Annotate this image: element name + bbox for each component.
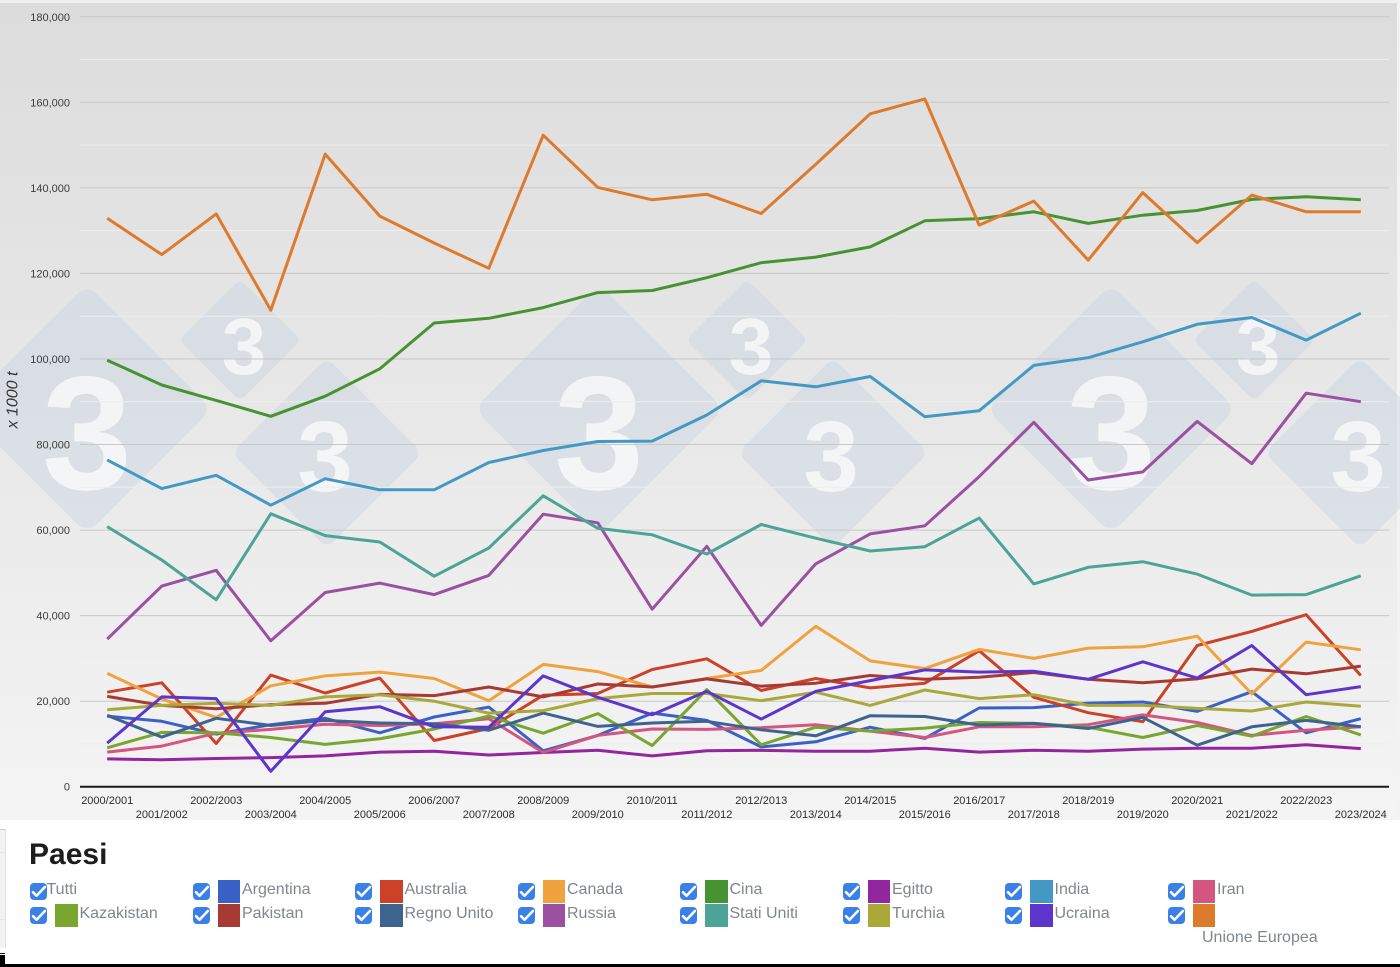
svg-text:2006/2007: 2006/2007 — [408, 795, 460, 807]
svg-text:3: 3 — [222, 302, 267, 391]
svg-text:0: 0 — [64, 782, 70, 794]
svg-text:140,000: 140,000 — [30, 183, 70, 195]
svg-text:2008/2009: 2008/2009 — [517, 795, 569, 807]
svg-text:3: 3 — [1236, 302, 1281, 391]
svg-text:160,000: 160,000 — [30, 97, 70, 109]
svg-text:2002/2003: 2002/2003 — [190, 795, 242, 807]
svg-text:100,000: 100,000 — [30, 354, 70, 366]
svg-text:3: 3 — [803, 401, 859, 513]
svg-text:2015/2016: 2015/2016 — [899, 809, 951, 821]
svg-text:2014/2015: 2014/2015 — [844, 795, 896, 807]
svg-text:2016/2017: 2016/2017 — [953, 795, 1005, 807]
svg-text:3: 3 — [554, 343, 644, 524]
svg-text:2010/2011: 2010/2011 — [627, 795, 678, 807]
svg-text:2001/2002: 2001/2002 — [136, 809, 188, 821]
svg-text:2005/2006: 2005/2006 — [354, 809, 406, 821]
svg-text:x 1000 t: x 1000 t — [5, 371, 22, 429]
svg-text:3: 3 — [1066, 343, 1156, 524]
svg-text:3: 3 — [729, 302, 774, 391]
svg-text:2017/2018: 2017/2018 — [1008, 809, 1060, 821]
svg-text:2023/2024: 2023/2024 — [1335, 809, 1387, 821]
svg-text:2018/2019: 2018/2019 — [1062, 795, 1114, 807]
svg-text:40,000: 40,000 — [36, 611, 70, 623]
svg-text:2022/2023: 2022/2023 — [1280, 795, 1332, 807]
svg-text:2004/2005: 2004/2005 — [299, 795, 351, 807]
svg-text:20,000: 20,000 — [36, 696, 70, 708]
svg-text:2011/2012: 2011/2012 — [681, 809, 732, 821]
svg-text:60,000: 60,000 — [36, 525, 70, 537]
svg-text:180,000: 180,000 — [30, 12, 70, 24]
svg-text:2007/2008: 2007/2008 — [463, 809, 515, 821]
svg-text:2021/2022: 2021/2022 — [1226, 809, 1278, 821]
svg-text:120,000: 120,000 — [30, 268, 70, 280]
svg-text:2013/2014: 2013/2014 — [790, 809, 842, 821]
svg-text:80,000: 80,000 — [36, 440, 70, 452]
svg-text:3: 3 — [1330, 401, 1386, 513]
svg-text:2009/2010: 2009/2010 — [572, 809, 624, 821]
svg-text:2003/2004: 2003/2004 — [245, 809, 297, 821]
svg-text:2019/2020: 2019/2020 — [1117, 809, 1169, 821]
svg-text:3: 3 — [297, 401, 353, 513]
svg-text:3: 3 — [42, 343, 132, 524]
svg-text:2000/2001: 2000/2001 — [81, 795, 133, 807]
svg-text:2012/2013: 2012/2013 — [735, 795, 787, 807]
svg-text:2020/2021: 2020/2021 — [1171, 795, 1223, 807]
